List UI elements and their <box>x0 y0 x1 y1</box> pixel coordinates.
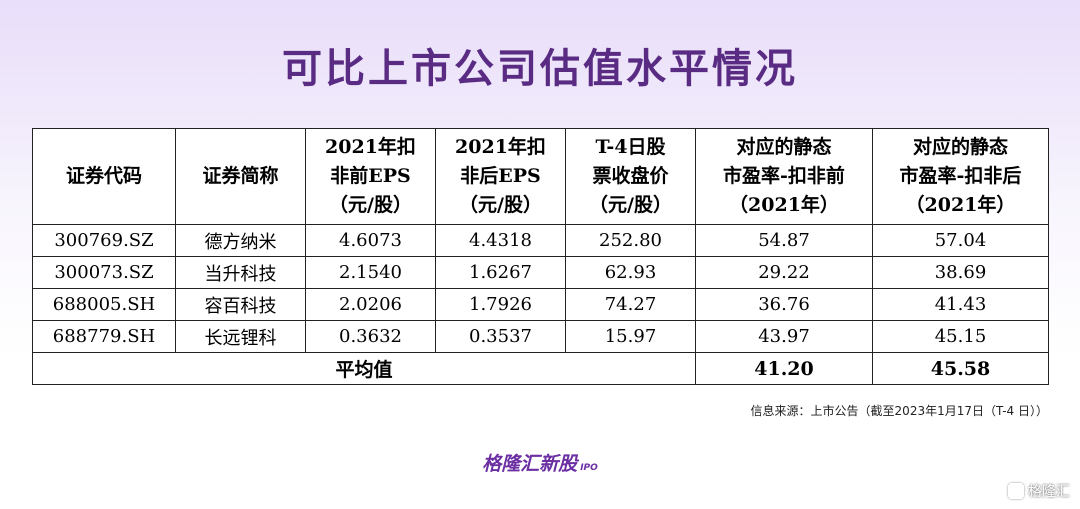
average-row: 平均值 41.20 45.58 <box>32 352 1049 385</box>
table-row: 300073.SZ 当升科技 2.1540 1.6267 62.93 29.22… <box>32 256 1049 289</box>
header-line: T-4日股 <box>595 136 666 158</box>
gelonghui-logo-icon <box>1008 483 1024 499</box>
cell-eps-after: 1.6267 <box>435 256 566 289</box>
page-title: 可比上市公司估值水平情况 <box>282 46 798 92</box>
header-line: 非后EPS <box>460 165 541 187</box>
cell-eps-before: 0.3632 <box>305 320 436 353</box>
header-line: （元/股） <box>459 194 542 216</box>
brand-logo: 格隆汇新股 IPO <box>0 449 1080 476</box>
header-line: 对应的静态 <box>912 136 1008 158</box>
header-line: 市盈率-扣非前 <box>723 165 845 187</box>
cell-code: 688005.SH <box>32 288 176 321</box>
cell-name: 德方纳米 <box>175 224 306 257</box>
header-line: 2021年扣 <box>455 136 546 158</box>
table-row: 300769.SZ 德方纳米 4.6073 4.4318 252.80 54.8… <box>32 224 1049 257</box>
header-line: 非前EPS <box>330 165 411 187</box>
header-line: （元/股） <box>329 194 412 216</box>
cell-name: 长远锂科 <box>175 320 306 353</box>
cell-pe-before: 43.97 <box>695 320 873 353</box>
header-line: 证券简称 <box>202 165 279 187</box>
cell-pe-before: 36.76 <box>695 288 873 321</box>
header-close-price: T-4日股 票收盘价 （元/股） <box>565 128 696 225</box>
cell-code: 300769.SZ <box>32 224 176 257</box>
valuation-table-container: 证券代码 证券简称 2021年扣 非前EPS （元/股） 2021年扣 非后EP… <box>32 128 1049 385</box>
brand-logo-text: 格隆汇新股 <box>482 453 578 475</box>
header-eps-after: 2021年扣 非后EPS （元/股） <box>435 128 566 225</box>
header-security-code: 证券代码 <box>32 128 176 225</box>
cell-close-price: 15.97 <box>565 320 696 353</box>
corner-watermark: 格隆汇 <box>1008 481 1070 501</box>
cell-pe-after: 38.69 <box>872 256 1049 289</box>
cell-eps-after: 4.4318 <box>435 224 566 257</box>
header-security-name: 证券简称 <box>175 128 306 225</box>
average-pe-before: 41.20 <box>695 352 873 385</box>
source-note: 信息来源：上市公告（截至2023年1月17日（T-4 日）） <box>750 404 1048 418</box>
header-line: （2021年） <box>905 194 1016 216</box>
valuation-table: 证券代码 证券简称 2021年扣 非前EPS （元/股） 2021年扣 非后EP… <box>32 128 1049 385</box>
header-line: 对应的静态 <box>736 136 832 158</box>
header-line: 2021年扣 <box>325 136 416 158</box>
average-pe-after: 45.58 <box>872 352 1049 385</box>
table-row: 688779.SH 长远锂科 0.3632 0.3537 15.97 43.97… <box>32 320 1049 353</box>
cell-close-price: 74.27 <box>565 288 696 321</box>
cell-pe-before: 29.22 <box>695 256 873 289</box>
cell-name: 容百科技 <box>175 288 306 321</box>
table-header-row: 证券代码 证券简称 2021年扣 非前EPS （元/股） 2021年扣 非后EP… <box>32 128 1049 225</box>
cell-pe-after: 41.43 <box>872 288 1049 321</box>
table-row: 688005.SH 容百科技 2.0206 1.7926 74.27 36.76… <box>32 288 1049 321</box>
header-line: 证券代码 <box>65 165 142 187</box>
header-eps-before: 2021年扣 非前EPS （元/股） <box>305 128 436 225</box>
header-line: 市盈率-扣非后 <box>899 165 1022 187</box>
cell-pe-after: 45.15 <box>872 320 1049 353</box>
cell-eps-before: 2.0206 <box>305 288 436 321</box>
cell-close-price: 62.93 <box>565 256 696 289</box>
header-line: 票收盘价 <box>592 165 669 187</box>
cell-pe-before: 54.87 <box>695 224 873 257</box>
corner-watermark-text: 格隆汇 <box>1028 484 1070 500</box>
cell-code: 300073.SZ <box>32 256 176 289</box>
brand-logo-suffix: IPO <box>580 463 598 473</box>
cell-eps-after: 0.3537 <box>435 320 566 353</box>
cell-close-price: 252.80 <box>565 224 696 257</box>
cell-pe-after: 57.04 <box>872 224 1049 257</box>
cell-code: 688779.SH <box>32 320 176 353</box>
cell-eps-before: 4.6073 <box>305 224 436 257</box>
header-line: （元/股） <box>589 194 672 216</box>
header-pe-after: 对应的静态 市盈率-扣非后 （2021年） <box>872 128 1049 225</box>
header-line: （2021年） <box>729 194 839 216</box>
average-label: 平均值 <box>32 352 696 385</box>
header-pe-before: 对应的静态 市盈率-扣非前 （2021年） <box>695 128 873 225</box>
cell-name: 当升科技 <box>175 256 306 289</box>
cell-eps-before: 2.1540 <box>305 256 436 289</box>
cell-eps-after: 1.7926 <box>435 288 566 321</box>
